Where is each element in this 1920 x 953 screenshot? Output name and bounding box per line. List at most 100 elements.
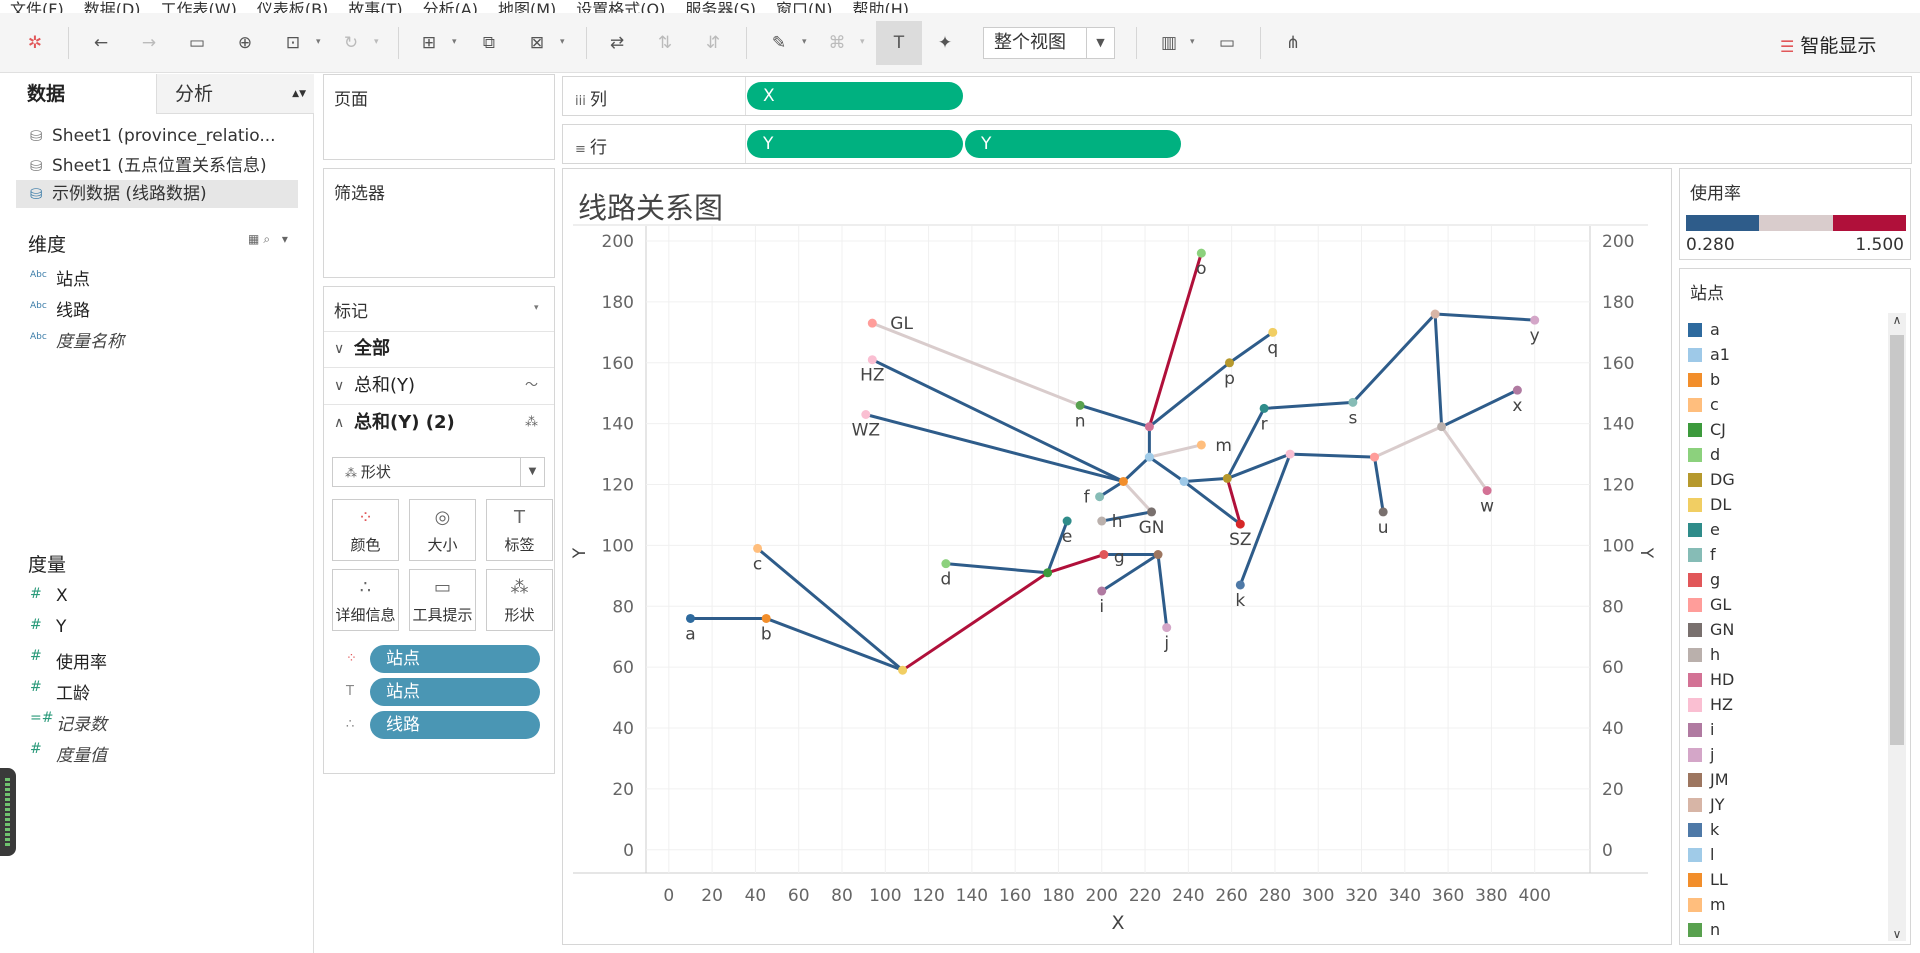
route-segment[interactable]	[1433, 312, 1444, 429]
chevron-down-icon[interactable]: ▾	[1190, 37, 1195, 47]
rows-shelf[interactable]: ≡ 行 Y Y	[562, 124, 1912, 164]
route-segment[interactable]	[1100, 510, 1154, 523]
menu-item[interactable]: 地图(M)	[498, 0, 557, 14]
marks-all[interactable]: ∨ 全部	[332, 333, 540, 365]
route-segment[interactable]	[1147, 443, 1203, 459]
station-point[interactable]	[685, 613, 695, 623]
undo-icon[interactable]: ←	[93, 33, 109, 53]
station-point[interactable]	[1482, 486, 1492, 496]
columns-shelf[interactable]: iii 列 X	[562, 76, 1912, 116]
station-point[interactable]	[1097, 516, 1107, 526]
legend-item[interactable]: i	[1688, 717, 1714, 742]
legend-item[interactable]: a1	[1688, 342, 1730, 367]
pages-shelf[interactable]: 页面	[323, 74, 555, 160]
route-segment[interactable]	[1288, 452, 1377, 459]
filters-shelf[interactable]: 筛选器	[323, 168, 555, 278]
datasource-item[interactable]: ⛁ Sheet1 (province_relatio...	[16, 122, 298, 150]
route-segment[interactable]	[1227, 330, 1275, 365]
route-segment[interactable]	[1433, 312, 1537, 322]
size-button[interactable]: ◎ 大小	[409, 499, 476, 561]
route-segment[interactable]	[864, 413, 1125, 483]
menu-item[interactable]: 文件(F)	[10, 0, 64, 14]
measure-field[interactable]: # Y	[30, 617, 67, 637]
dimension-field[interactable]: Abc 站点	[30, 270, 90, 290]
chevron-down-icon[interactable]: ▾	[374, 37, 379, 47]
station-point[interactable]	[1235, 580, 1245, 590]
shape-button[interactable]: ⁂ 形状	[486, 569, 553, 631]
tooltip-button[interactable]: ▭ 工具提示	[409, 569, 476, 631]
menu-item[interactable]: 服务器(S)	[685, 0, 757, 14]
route-segment[interactable]	[1351, 312, 1437, 404]
measure-field[interactable]: # X	[30, 586, 68, 606]
refresh-icon[interactable]: ↻	[343, 33, 359, 53]
station-point[interactable]	[1153, 550, 1163, 560]
station-point[interactable]	[1162, 623, 1172, 633]
label-button[interactable]: T 标签	[486, 499, 553, 561]
station-point[interactable]	[753, 543, 763, 553]
view-fit-select[interactable]: 整个视图 ▼	[983, 27, 1115, 59]
route-segment[interactable]	[1046, 519, 1069, 575]
station-point[interactable]	[1099, 550, 1109, 560]
route-segment[interactable]	[901, 571, 1050, 672]
station-point[interactable]	[761, 613, 771, 623]
route-segment[interactable]	[1225, 452, 1292, 480]
station-point[interactable]	[1224, 358, 1234, 368]
route-segment[interactable]	[1373, 455, 1385, 514]
highlight-icon[interactable]: ✎	[771, 33, 787, 53]
station-point[interactable]	[1095, 492, 1105, 502]
station-point[interactable]	[1530, 315, 1540, 325]
color-button[interactable]: ⁘ 颜色	[332, 499, 399, 561]
legend-item[interactable]: d	[1688, 442, 1720, 467]
swap-icon[interactable]: ⇄	[609, 33, 625, 53]
route-segment[interactable]	[1182, 476, 1229, 483]
pin-icon[interactable]: ✦	[937, 33, 953, 53]
datasource-item[interactable]: ⛁ 示例数据 (线路数据)	[16, 180, 298, 208]
marks-pill-station-label[interactable]: 站点	[370, 678, 540, 706]
clear-sheet-icon[interactable]: ⊠	[529, 33, 545, 53]
station-point[interactable]	[1430, 309, 1440, 319]
smart-show-button[interactable]: ☰ 智能显示	[1780, 35, 1877, 57]
presentation-icon[interactable]: ▭	[1218, 33, 1236, 53]
station-point[interactable]	[1259, 403, 1269, 413]
sort-descending-icon[interactable]: ⇵	[705, 33, 721, 53]
chevron-down-icon[interactable]: ▾	[860, 37, 865, 47]
route-segment[interactable]	[1078, 403, 1151, 429]
route-segment[interactable]	[1147, 455, 1186, 483]
chevron-down-icon[interactable]: ▾	[534, 303, 539, 313]
station-point[interactable]	[1118, 476, 1128, 486]
menu-item[interactable]: 帮助(H)	[852, 0, 910, 14]
legend-item[interactable]: g	[1688, 567, 1720, 592]
legend-item[interactable]: e	[1688, 517, 1720, 542]
scroll-thumb[interactable]	[1890, 335, 1904, 745]
menu-item[interactable]: 设置格式(O)	[576, 0, 666, 14]
datasource-item[interactable]: ⛁ Sheet1 (五点位置关系信息)	[16, 152, 298, 180]
legend-item[interactable]: JM	[1688, 767, 1729, 792]
station-point[interactable]	[1043, 568, 1053, 578]
menu-item[interactable]: 工作表(W)	[160, 0, 237, 14]
dimension-field[interactable]: Abc 线路	[30, 301, 90, 321]
legend-item[interactable]: a	[1688, 317, 1720, 342]
legend-item[interactable]: LL	[1688, 867, 1728, 892]
show-labels-icon[interactable]: T	[876, 21, 922, 65]
station-point[interactable]	[1222, 473, 1232, 483]
measure-field[interactable]: # 度量值	[30, 741, 107, 766]
legend-item[interactable]: m	[1688, 892, 1726, 917]
scroll-handle[interactable]	[0, 768, 16, 856]
chevron-down-icon[interactable]: ∨	[1892, 927, 1902, 941]
measure-field[interactable]: # 工龄	[30, 679, 90, 704]
station-point[interactable]	[1196, 440, 1206, 450]
chevron-down-icon[interactable]: ▾	[560, 37, 565, 47]
new-datasource-icon[interactable]: ⊕	[237, 33, 253, 53]
station-point[interactable]	[1075, 400, 1085, 410]
station-point[interactable]	[1097, 586, 1107, 596]
redo-icon[interactable]: →	[141, 33, 157, 53]
column-pill-x[interactable]: X	[747, 82, 963, 110]
chevron-down-icon[interactable]: ▾	[452, 37, 457, 47]
tableau-logo-icon[interactable]: ✲	[27, 33, 43, 53]
route-segment[interactable]	[1156, 553, 1169, 630]
station-point[interactable]	[1147, 507, 1157, 517]
station-point[interactable]	[898, 665, 908, 675]
route-segment[interactable]	[1238, 452, 1292, 587]
legend-item[interactable]: b	[1688, 367, 1720, 392]
route-segment[interactable]	[870, 358, 1125, 483]
